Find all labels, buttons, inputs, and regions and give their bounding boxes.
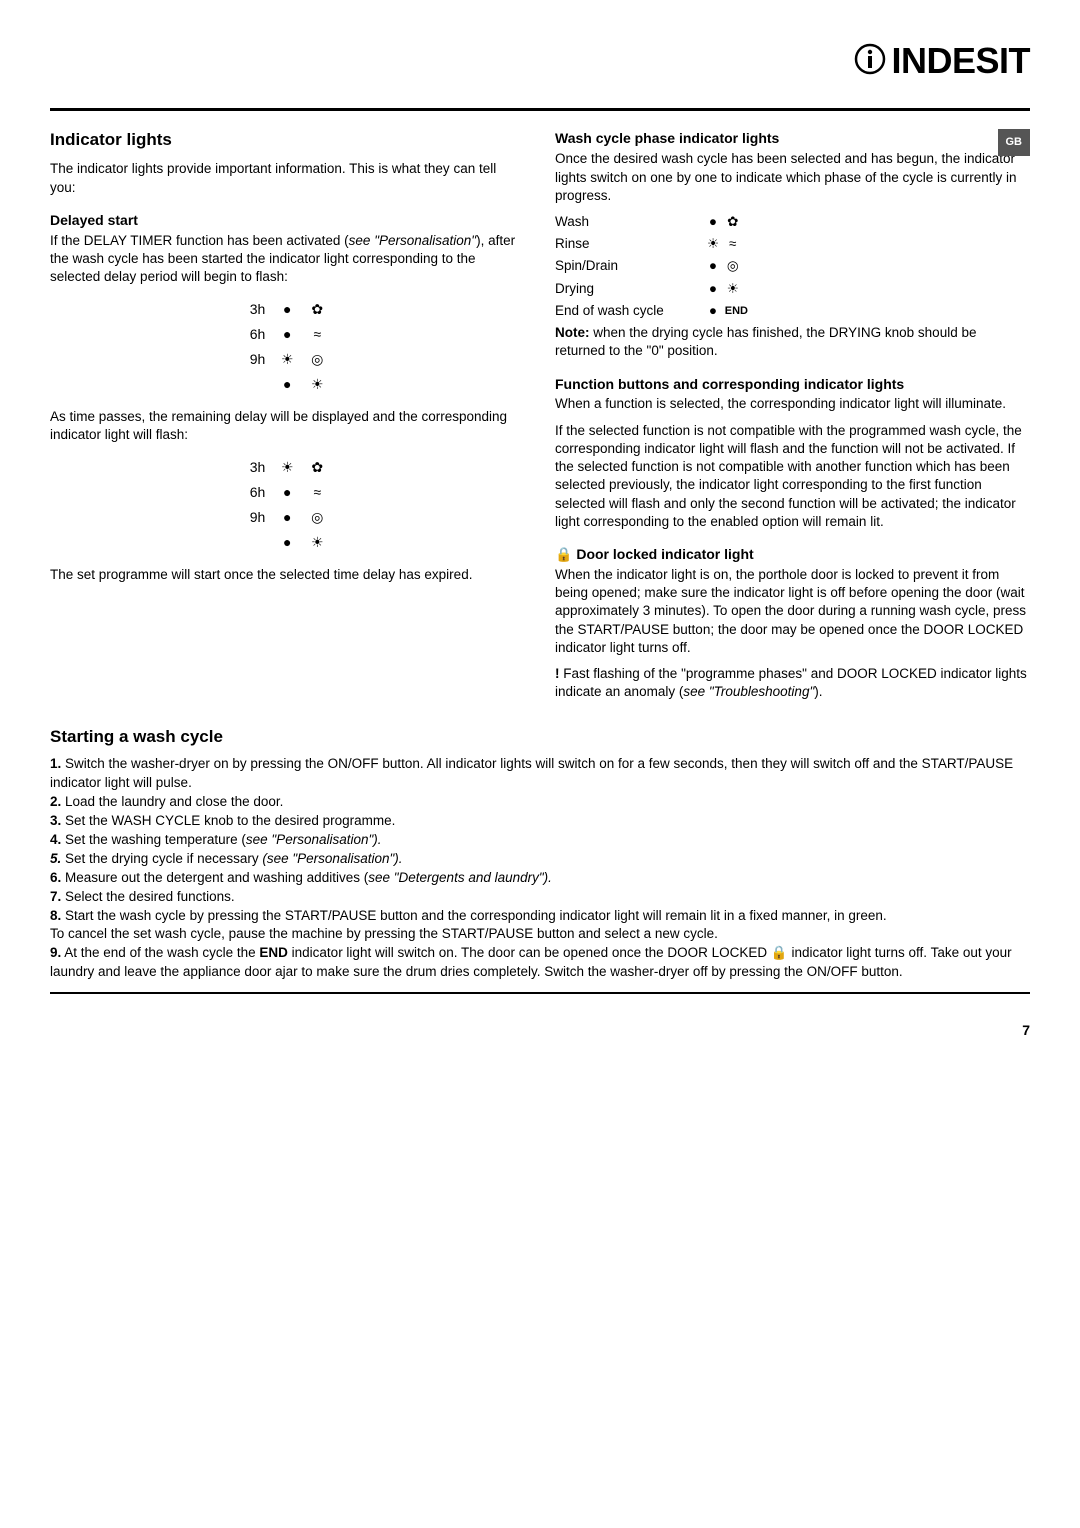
left-column: Indicator lights The indicator lights pr… <box>50 129 525 709</box>
brand-i-icon <box>854 42 886 84</box>
step-cancel: To cancel the set wash cycle, pause the … <box>50 925 1030 944</box>
dot-icon: ● <box>279 508 295 527</box>
sun-icon: ☀ <box>309 375 325 394</box>
phase-heading: Wash cycle phase indicator lights <box>555 129 1030 148</box>
warning-text: ! Fast flashing of the "programme phases… <box>555 665 1030 701</box>
delayed-start-heading: Delayed start <box>50 211 525 230</box>
bang-icon: ! <box>555 666 560 681</box>
phase-label: Drying <box>555 280 705 298</box>
wash-icon: ✿ <box>725 213 741 231</box>
spin-icon: ◎ <box>309 508 325 527</box>
end-label: END <box>725 304 748 319</box>
step-8: 8. Start the wash cycle by pressing the … <box>50 907 1030 926</box>
dot-icon: ● <box>279 375 295 394</box>
spin-icon: ◎ <box>309 350 325 369</box>
brand-logo: INDESIT <box>50 40 1030 84</box>
phase-label: Spin/Drain <box>555 257 705 275</box>
sun-icon: ☀ <box>309 533 325 552</box>
start-heading: Starting a wash cycle <box>50 727 1030 747</box>
bottom-rule <box>50 992 1030 994</box>
step-1: 1. Switch the washer-dryer on by pressin… <box>50 755 1030 793</box>
sun-icon: ☀ <box>725 280 741 298</box>
start-section: Starting a wash cycle 1. Switch the wash… <box>50 727 1030 982</box>
rinse-icon: ≈ <box>725 235 741 253</box>
wash-icon: ✿ <box>309 458 325 477</box>
function-heading: Function buttons and corresponding indic… <box>555 375 1030 394</box>
step-3: 3. Set the WASH CYCLE knob to the desire… <box>50 812 1030 831</box>
door-text: When the indicator light is on, the port… <box>555 566 1030 657</box>
step-6: 6. Measure out the detergent and washing… <box>50 869 1030 888</box>
delay-table-2: 3h☀✿ 6h●≈ 9h●◎ ●☀ <box>242 454 334 556</box>
step-7: 7. Select the desired functions. <box>50 888 1030 907</box>
phase-text: Once the desired wash cycle has been sel… <box>555 150 1030 205</box>
spin-icon: ◎ <box>725 257 741 275</box>
page-number: 7 <box>50 1022 1030 1038</box>
step-5: 5. Set the drying cycle if necessary (se… <box>50 850 1030 869</box>
delayed-start-text: If the DELAY TIMER function has been act… <box>50 232 525 287</box>
dot-icon: ● <box>279 483 295 502</box>
phase-label: Rinse <box>555 235 705 253</box>
right-column: GB Wash cycle phase indicator lights Onc… <box>555 129 1030 709</box>
top-rule <box>50 108 1030 111</box>
sun-icon: ☀ <box>279 350 295 369</box>
rinse-icon: ≈ <box>309 325 325 344</box>
step-2: 2. Load the laundry and close the door. <box>50 793 1030 812</box>
drying-note: Note: when the drying cycle has finished… <box>555 324 1030 360</box>
lock-icon: 🔒 <box>555 546 572 562</box>
intro-text: The indicator lights provide important i… <box>50 160 525 196</box>
phase-list: Wash● ✿ Rinse☀ ≈ Spin/Drain● ◎ Drying● ☀… <box>555 213 1030 320</box>
door-heading: 🔒 Door locked indicator light <box>555 545 1030 564</box>
function-text-2: If the selected function is not compatib… <box>555 422 1030 531</box>
dot-icon: ● <box>279 300 295 319</box>
sun-icon: ☀ <box>279 458 295 477</box>
step-9: 9. At the end of the wash cycle the END … <box>50 944 1030 982</box>
phase-label: End of wash cycle <box>555 302 705 320</box>
phase-label: Wash <box>555 213 705 231</box>
delay-mid-text: As time passes, the remaining delay will… <box>50 408 525 444</box>
lock-icon: 🔒 <box>771 945 788 960</box>
function-text-1: When a function is selected, the corresp… <box>555 395 1030 413</box>
rinse-icon: ≈ <box>309 483 325 502</box>
indicator-lights-heading: Indicator lights <box>50 129 525 152</box>
delay-end-text: The set programme will start once the se… <box>50 566 525 584</box>
delay-table-1: 3h●✿ 6h●≈ 9h☀◎ ●☀ <box>242 296 334 398</box>
dot-icon: ● <box>279 533 295 552</box>
brand-text: INDESIT <box>891 40 1030 81</box>
wash-icon: ✿ <box>309 300 325 319</box>
gb-tab: GB <box>998 129 1031 156</box>
dot-icon: ● <box>279 325 295 344</box>
step-4: 4. Set the washing temperature (see "Per… <box>50 831 1030 850</box>
